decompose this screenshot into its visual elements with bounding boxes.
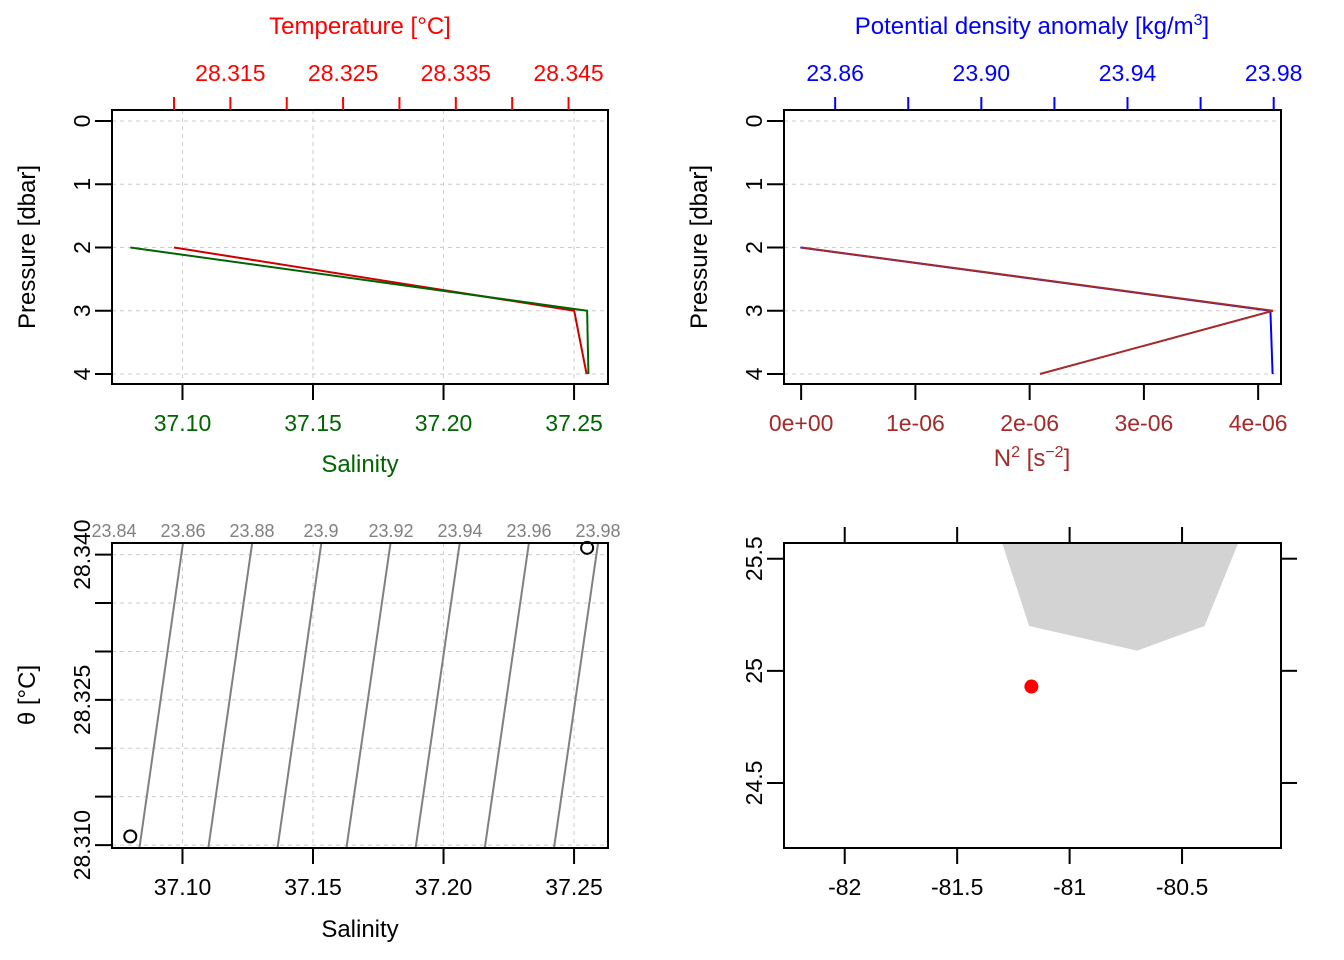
isopycnal-line [345, 542, 392, 849]
x-tick-label: 37.20 [415, 874, 473, 900]
ts-data-point [123, 829, 138, 844]
isopycnal-line [483, 542, 530, 849]
ts-data-point [580, 540, 595, 555]
x-tick-label-longitude: -81.5 [931, 874, 983, 900]
x-tick-label: 37.15 [284, 874, 342, 900]
plot-frame [783, 542, 1282, 849]
y-tick-label: 1 [741, 178, 767, 191]
y-tick-label: 28.340 [69, 519, 95, 589]
top-tick-label-density: 23.98 [1245, 60, 1303, 86]
salinity-profile-line [130, 246, 590, 375]
isopycnal-label: 23.88 [229, 521, 274, 541]
x-tick-label: 37.10 [154, 874, 212, 900]
isopycnal-line [276, 542, 323, 849]
x-tick-label-n2: 0e+00 [769, 410, 834, 436]
top-tick-label-temperature: 28.345 [533, 60, 603, 86]
y-tick-label: 2 [741, 241, 767, 254]
x-tick-label: 37.25 [545, 874, 603, 900]
isopycnal-label: 23.84 [91, 521, 136, 541]
station-marker [1024, 679, 1039, 694]
y-tick-label: 3 [741, 304, 767, 317]
plot-frame [111, 542, 609, 849]
y-tick-label: 2 [69, 241, 95, 254]
y-axis-label: Pressure [dbar] [686, 165, 713, 329]
y-axis-label: Pressure [dbar] [14, 165, 41, 329]
top-axis-label-temperature: Temperature [°C] [269, 13, 451, 40]
y-tick-label-latitude: 24.5 [741, 761, 767, 806]
isopycnal-line [207, 542, 254, 849]
temperature-profile-line [173, 246, 588, 375]
panel-ts-diagram: 23.84 23.86 23.88 23.9 23.92 23.94 23.96 23.98 3… [14, 519, 621, 943]
top-tick-label-temperature: 28.315 [195, 60, 265, 86]
x-tick-label-n2: 2e-06 [1000, 410, 1059, 436]
y-tick-label: 3 [69, 304, 95, 317]
isopycnal-line [552, 542, 600, 849]
n2-profile-line [801, 246, 1274, 375]
x-axis-label: Salinity [321, 916, 398, 943]
x-tick-label-salinity: 37.20 [415, 410, 473, 436]
y-tick-label: 28.325 [69, 665, 95, 735]
x-tick-label-salinity: 37.15 [284, 410, 342, 436]
isopycnal-label: 23.98 [575, 521, 620, 541]
y-tick-label: 1 [69, 178, 95, 191]
x-tick-label-longitude: -81 [1053, 874, 1086, 900]
x-axis-label-salinity: Salinity [321, 451, 398, 478]
x-tick-label-n2: 1e-06 [886, 410, 945, 436]
panel-density-profile: 0 1 2 3 4 Pressure [dbar] 0e+00 1e-06 2e-06 3e-06… [686, 12, 1302, 472]
y-tick-label: 0 [741, 115, 767, 128]
top-tick-label-density: 23.90 [953, 60, 1011, 86]
panel-temperature-salinity-profile: 0 1 2 3 4 Pressure [dbar] 37.10 37.15 37.20 37.25… [14, 13, 609, 478]
top-tick-label-temperature: 28.325 [308, 60, 378, 86]
y-tick-label-latitude: 25 [741, 658, 767, 684]
top-tick-label-temperature: 28.335 [421, 60, 491, 86]
x-tick-label-salinity: 37.10 [154, 410, 212, 436]
isopycnal-label: 23.94 [437, 521, 482, 541]
isopycnal-label: 23.86 [160, 521, 205, 541]
x-tick-label-longitude: -82 [828, 874, 861, 900]
x-tick-label-salinity: 37.25 [545, 410, 603, 436]
top-axis-label-density: Potential density anomaly [kg/m3] [855, 12, 1209, 40]
isopycnal-label: 23.96 [506, 521, 551, 541]
y-tick-label: 28.310 [69, 810, 95, 880]
isopycnal-line [414, 542, 461, 849]
top-tick-label-density: 23.94 [1099, 60, 1157, 86]
y-axis-label: θ [°C] [14, 665, 41, 725]
y-tick-label: 4 [741, 367, 767, 380]
y-tick-label-latitude: 25.5 [741, 536, 767, 581]
isopycnal-label: 23.92 [368, 521, 413, 541]
land-polygon [1002, 543, 1239, 651]
top-tick-label-density: 23.86 [806, 60, 864, 86]
y-tick-label: 0 [69, 115, 95, 128]
x-tick-label-n2: 3e-06 [1114, 410, 1173, 436]
x-tick-label-longitude: -80.5 [1156, 874, 1208, 900]
panel-station-map: -82 -81.5 -81 -80.5 24.5 25 25.5 [741, 527, 1297, 900]
x-axis-label-n2: N2 [s−2] [994, 444, 1071, 472]
isopycnal-label: 23.9 [303, 521, 338, 541]
x-tick-label-n2: 4e-06 [1229, 410, 1288, 436]
isopycnal-line [138, 542, 184, 849]
y-tick-label: 4 [69, 367, 95, 380]
